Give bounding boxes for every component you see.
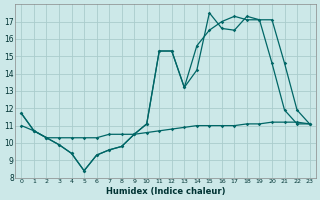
X-axis label: Humidex (Indice chaleur): Humidex (Indice chaleur) xyxy=(106,187,225,196)
